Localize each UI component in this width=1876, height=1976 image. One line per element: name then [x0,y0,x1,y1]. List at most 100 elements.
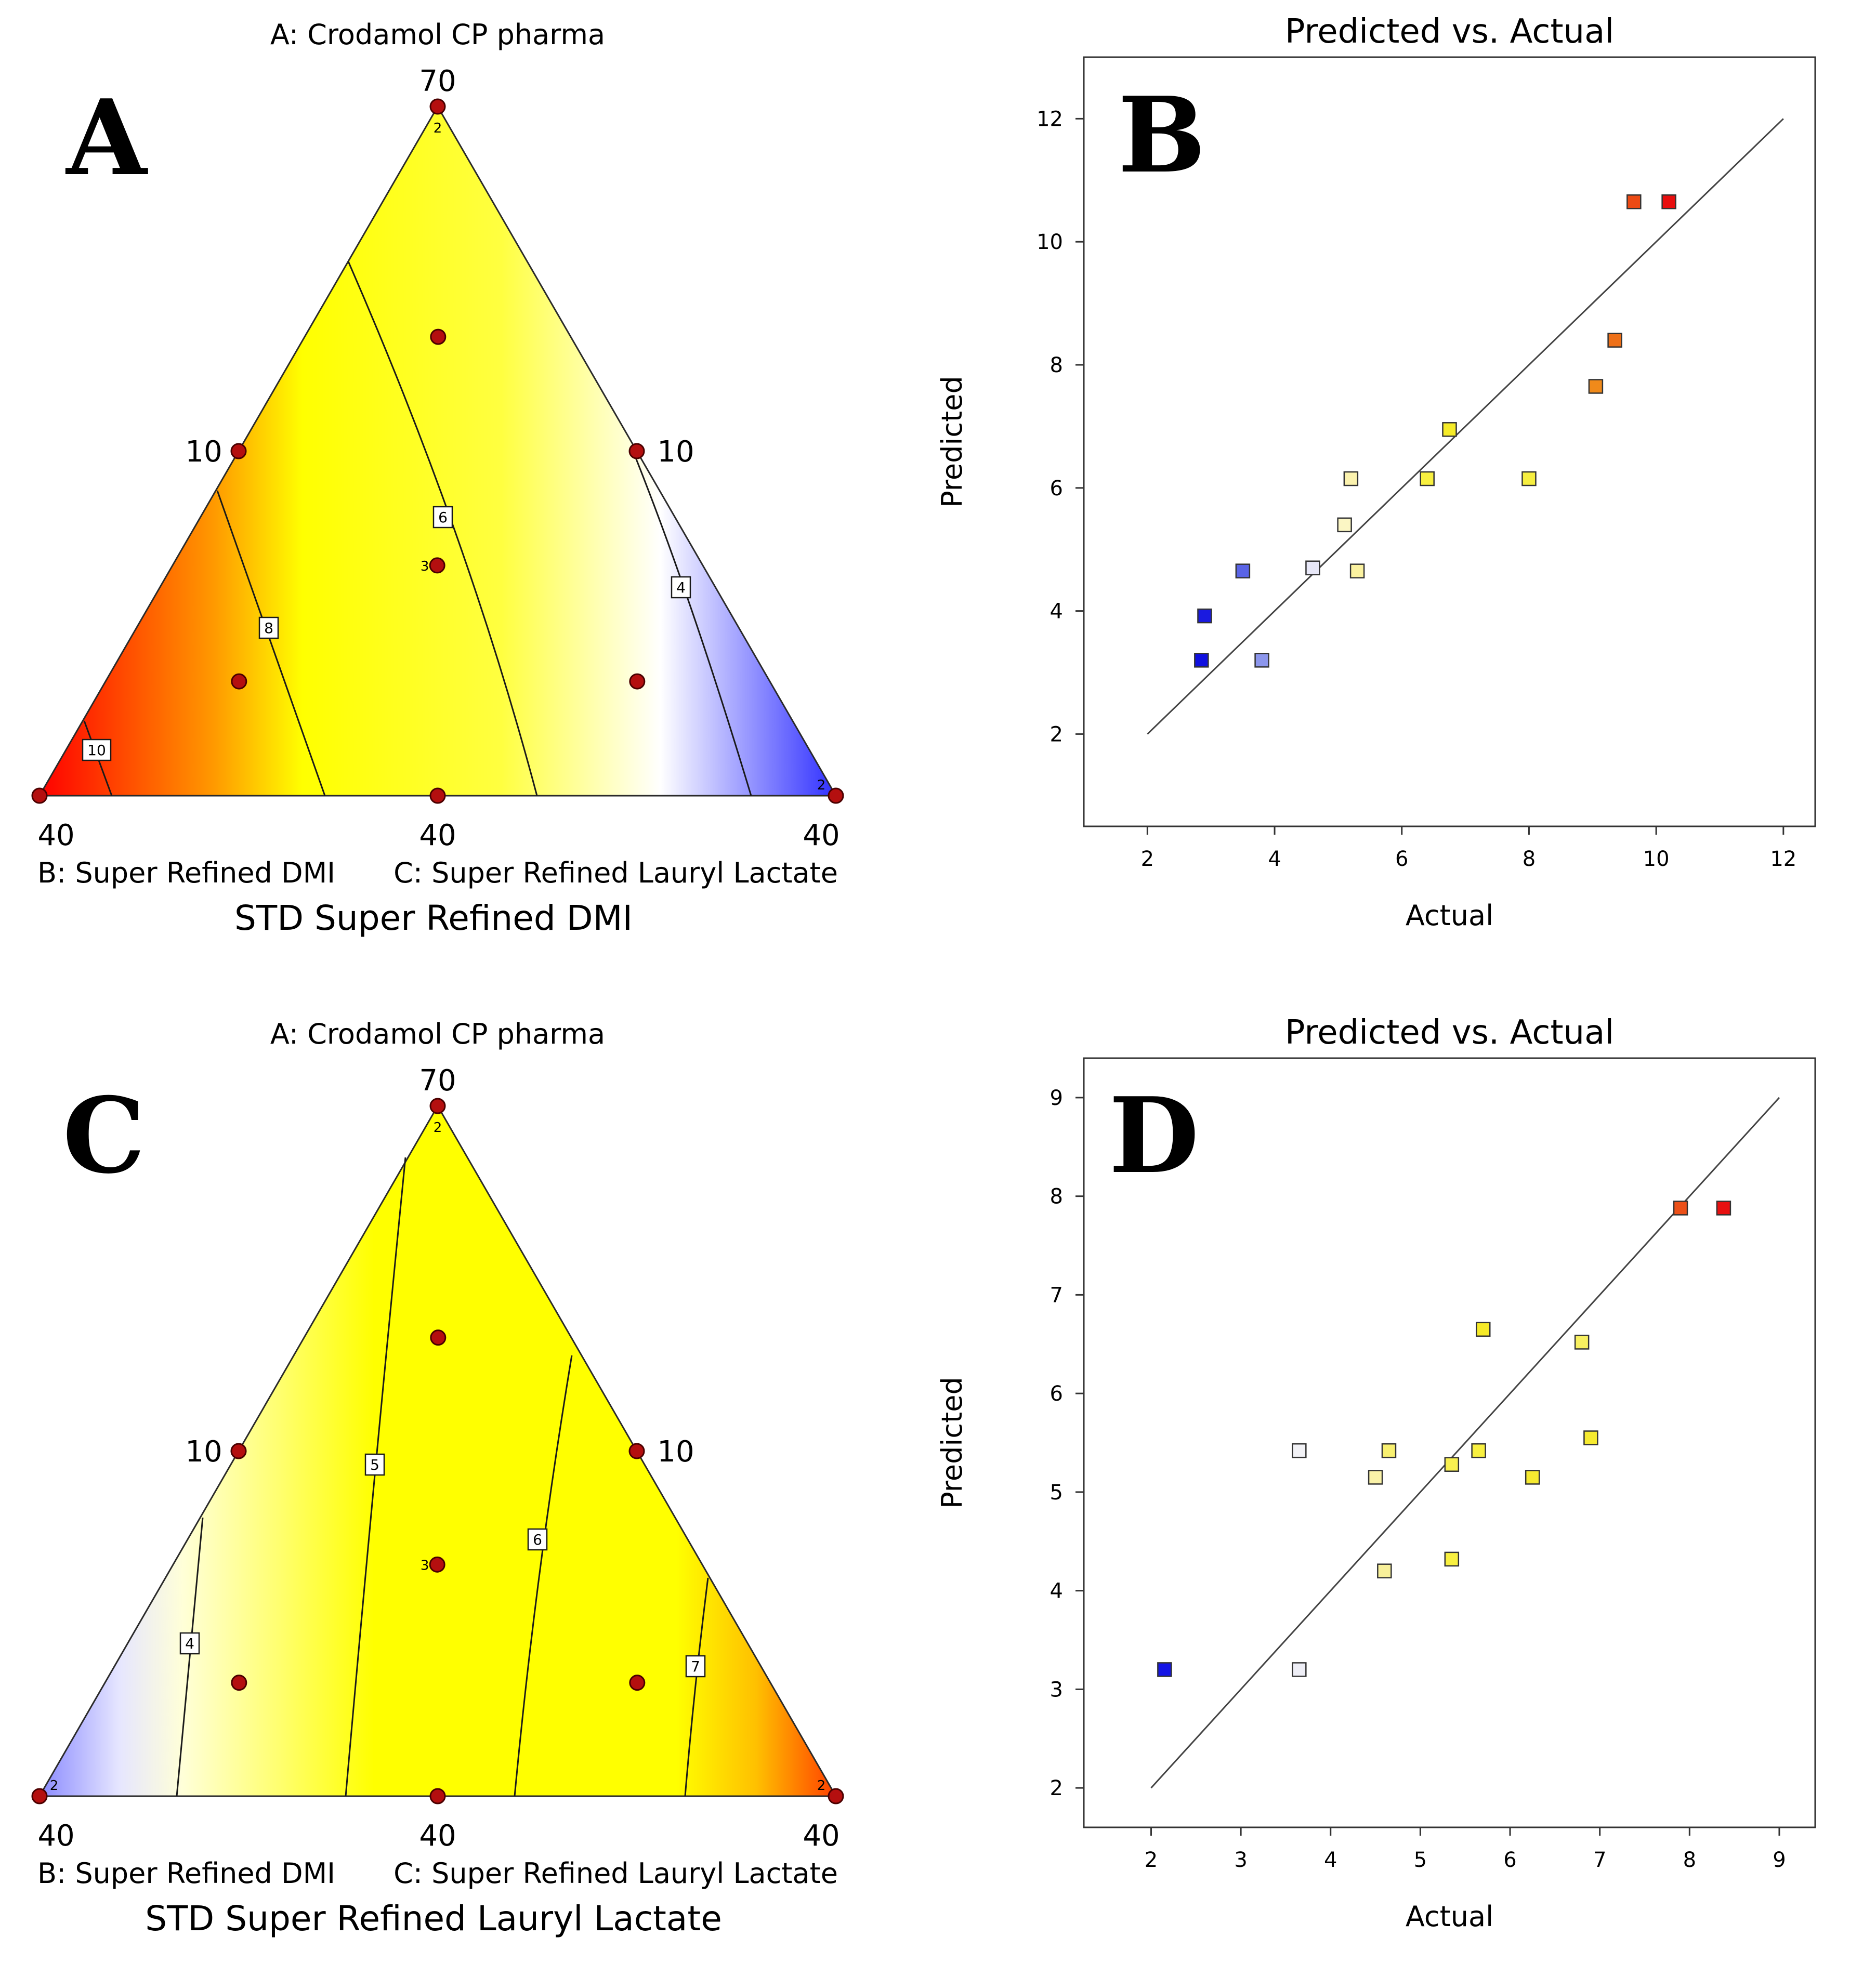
design-point-count: 2 [434,1120,442,1136]
data-point [1305,560,1320,575]
design-point-count: 2 [50,1778,59,1794]
data-point [1349,563,1365,578]
design-point [429,557,445,574]
y-tick-label: 6 [1050,1382,1063,1406]
panel-letter-c: C [62,1075,145,1197]
data-point [1368,1470,1383,1485]
apex-a-max: 70 [419,1064,456,1098]
scatter-title: Predicted vs. Actual [1285,12,1614,51]
data-point [1444,1551,1460,1567]
contour-label-text: 5 [370,1456,379,1473]
edge-label-left: 10 [185,435,222,469]
y-tick-label: 8 [1050,353,1063,377]
x-tick-label: 7 [1593,1848,1606,1872]
apex-a-max: 70 [419,64,456,98]
ternary-panel-c: 4 5 6 7 2 2 2 3 A: Crodamol CP pharma 70 10 10 40 40 4… [31,1018,844,1939]
y-axis-label: Predicted [936,376,968,508]
contour-label-box [364,1453,385,1476]
axis-label-a: A: Crodamol CP pharma [270,18,605,51]
scatter-panel-b: 2 4 6 8 10 12 2 4 6 8 10 12 Predicted vs. Actual Actu… [936,12,1816,932]
design-point [429,1098,446,1114]
edge-label-right: 10 [657,1435,694,1469]
contour-label-text: 6 [438,509,448,526]
x-axis-label: Actual [1406,1900,1493,1933]
edge-label-bottom: 40 [419,1819,456,1853]
contour-line-7 [684,1577,709,1797]
y-axis-label: Predicted [936,1377,968,1509]
ternary-triangle [38,105,837,797]
data-point [1716,1201,1731,1216]
x-tick-label: 12 [1770,847,1796,871]
axis-label-a: A: Crodamol CP pharma [270,1018,605,1050]
panel-letter-d: D [1109,1075,1199,1197]
design-point [430,328,447,345]
x-tick-label: 6 [1395,847,1408,871]
design-point [629,1675,646,1691]
contour-label-box [179,1632,200,1655]
design-point [628,1443,645,1459]
data-point [1471,1443,1486,1458]
y-tick-label: 3 [1050,1678,1063,1702]
contour-line-8 [216,490,326,796]
contour-label-5: 5 [364,1453,385,1476]
design-point [429,787,446,804]
data-point [1442,422,1457,437]
data-point [1194,653,1209,668]
vertex-b-max: 40 [37,1819,74,1853]
y-tick-label: 10 [1037,230,1063,254]
data-point [1292,1662,1307,1677]
data-point [1588,379,1604,394]
x-tick-label: 3 [1234,1848,1247,1872]
design-point-count: 3 [421,559,429,574]
contour-line-4 [176,1517,204,1797]
ternary-panel-a: 10 8 6 4 2 2 3 A: Crodamol CP pharma 70 10 10 40 40 4… [31,18,844,938]
data-point [1235,563,1251,578]
data-point [1525,1470,1540,1485]
x-tick-label: 2 [1141,847,1154,871]
axis-label-c: C: Super Refined Lauryl Lactate [393,1857,838,1890]
design-point [31,1788,48,1804]
y-tick-label: 7 [1050,1283,1063,1307]
design-point [429,98,446,115]
design-point [828,1788,844,1804]
data-point [1607,333,1622,348]
vertex-b-max: 40 [37,819,74,852]
design-point-count: 2 [817,778,826,793]
data-point [1626,194,1642,209]
y-tick-label: 8 [1050,1185,1063,1209]
design-point-count: 2 [434,121,442,136]
contour-label-box [432,506,453,529]
x-tick-label: 8 [1523,847,1536,871]
vertex-c-max: 40 [803,819,839,852]
contour-line-6 [514,1355,573,1797]
edge-label-right: 10 [657,435,694,469]
x-tick-label: 5 [1414,1848,1427,1872]
x-tick-label: 6 [1503,1848,1516,1872]
contour-label-text: 4 [676,579,686,596]
data-point [1583,1430,1598,1445]
data-point [1377,1563,1392,1578]
contour-line-4 [635,457,752,796]
ternary-title: STD Super Refined DMI [234,898,633,938]
y-tick-label: 6 [1050,477,1063,500]
ternary-title: STD Super Refined Lauryl Lactate [145,1899,722,1939]
data-point [1521,471,1537,486]
contour-label-6: 6 [432,506,453,529]
panel-letter-a: A [65,77,148,199]
data-point [1381,1443,1397,1458]
design-point [231,673,247,690]
design-point [430,1329,447,1346]
contour-label-text: 7 [691,1658,700,1675]
contour-label-box [527,1528,548,1551]
contour-line-6 [347,261,538,796]
design-point [31,787,48,804]
vertex-c-max: 40 [803,1819,839,1853]
data-point [1337,517,1352,533]
design-point [231,1675,247,1691]
y-tick-label: 2 [1050,722,1063,746]
data-point [1157,1662,1172,1677]
y-tick-label: 9 [1050,1086,1063,1110]
data-point [1420,471,1435,486]
data-point [1343,471,1359,486]
